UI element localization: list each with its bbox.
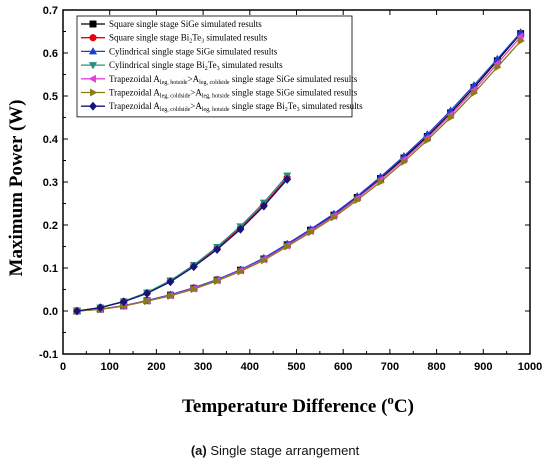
data-point [236,224,245,234]
x-axis-title: Temperature Difference (oC) [182,392,414,417]
y-tick-label: 0.3 [43,177,58,189]
y-tick-label: 0.0 [43,306,58,318]
data-point [330,213,339,222]
legend-entry: Cylindrical single stage SiGe simulated … [81,46,278,56]
data-point [237,267,245,276]
caption-label: (a) [190,443,207,458]
x-tick-label: 1000 [518,361,542,373]
legend-entry: Cylindrical single stage Bi2Te3 simulate… [81,60,283,72]
y-tick-label: 0.1 [43,263,58,275]
data-point [377,177,385,187]
data-point [189,262,198,272]
legend-label: Square single stage Bi2Te3 simulated res… [109,33,268,45]
x-tick-label: 900 [474,361,492,373]
x-tick-label: 100 [101,361,119,373]
y-tick-label: 0.2 [43,220,58,232]
y-tick-label: 0.6 [43,48,58,60]
x-tick-label: 800 [427,361,445,373]
y-axis-title: Maximum Power (W) [6,100,27,277]
series-line [76,40,522,312]
data-point [213,244,222,255]
legend-marker [88,47,98,55]
data-point [447,113,455,122]
data-point [72,306,82,316]
data-point [144,297,152,306]
legend-box [76,15,353,118]
data-point [354,195,362,205]
y-tick-label: 0.7 [43,5,58,17]
data-point [424,136,432,145]
legend-label: Trapezoidal Aleg, coldside>Aleg, hotside… [109,88,358,100]
data-point [470,88,479,98]
data-point [307,228,315,237]
legend-entry: Trapezoidal Aleg, hotside>Aleg, coldside… [81,74,358,86]
series-line [76,178,288,312]
data-point [517,36,526,46]
legend-marker [90,88,98,97]
x-tick-label: 400 [241,361,259,373]
figure-caption: (a) Single stage arrangement [0,443,550,458]
legend-marker [89,20,97,28]
data-point [400,157,409,166]
x-tick-label: 200 [147,361,165,373]
plot-series [72,28,526,316]
legend-marker [88,101,98,111]
caption-text: Single stage arrangement [206,443,360,458]
data-point [259,201,268,211]
legend-entry: Square single stage SiGe simulated resul… [81,19,262,29]
legend-marker [88,74,96,83]
legend-label: Trapezoidal Aleg, hotside>Aleg, coldside… [109,74,358,86]
x-tick-label: 0 [60,361,66,373]
data-point [494,63,502,72]
legend: Square single stage SiGe simulated resul… [76,15,363,118]
data-point [214,276,222,286]
x-tick-label: 700 [381,361,399,373]
legend-label: Cylindrical single stage Bi2Te3 simulate… [109,60,283,72]
legend-entry: Trapezoidal Aleg, coldside>Aleg, hotside… [81,101,363,113]
data-point [119,297,128,307]
series-2 [73,174,291,315]
chart: 0 100 200 300 400 500 600 700 800 900 1000 -0.1 0.0 0… [6,5,542,417]
series-4 [72,172,292,316]
y-tick-label: 0.4 [43,134,59,146]
data-point [283,174,292,184]
data-point [96,303,105,313]
data-point [143,288,152,298]
plot-frame [62,9,531,355]
data-point [190,284,199,294]
y-tick-label: -0.1 [39,349,58,361]
data-point [167,291,175,301]
legend-label: Cylindrical single stage SiGe simulated … [109,46,278,56]
series-7 [72,174,292,316]
axis-ticks: 0 100 200 300 400 500 600 700 800 900 1000 -0.1 0.0 0… [39,5,542,373]
legend-marker [88,62,98,70]
x-tick-label: 600 [334,361,352,373]
legend-label: Trapezoidal Aleg, coldside>Aleg, hotside… [109,101,363,113]
x-tick-label: 300 [194,361,212,373]
legend-entry: Square single stage Bi2Te3 simulated res… [81,33,268,45]
legend-entry: Trapezoidal Aleg, coldside>Aleg, hotside… [81,88,358,100]
x-tick-label: 500 [287,361,305,373]
legend-marker [89,34,97,42]
data-point [284,242,292,251]
y-tick-label: 0.5 [43,91,58,103]
data-point [166,277,175,287]
data-point [260,256,269,265]
legend-label: Square single stage SiGe simulated resul… [109,19,262,29]
